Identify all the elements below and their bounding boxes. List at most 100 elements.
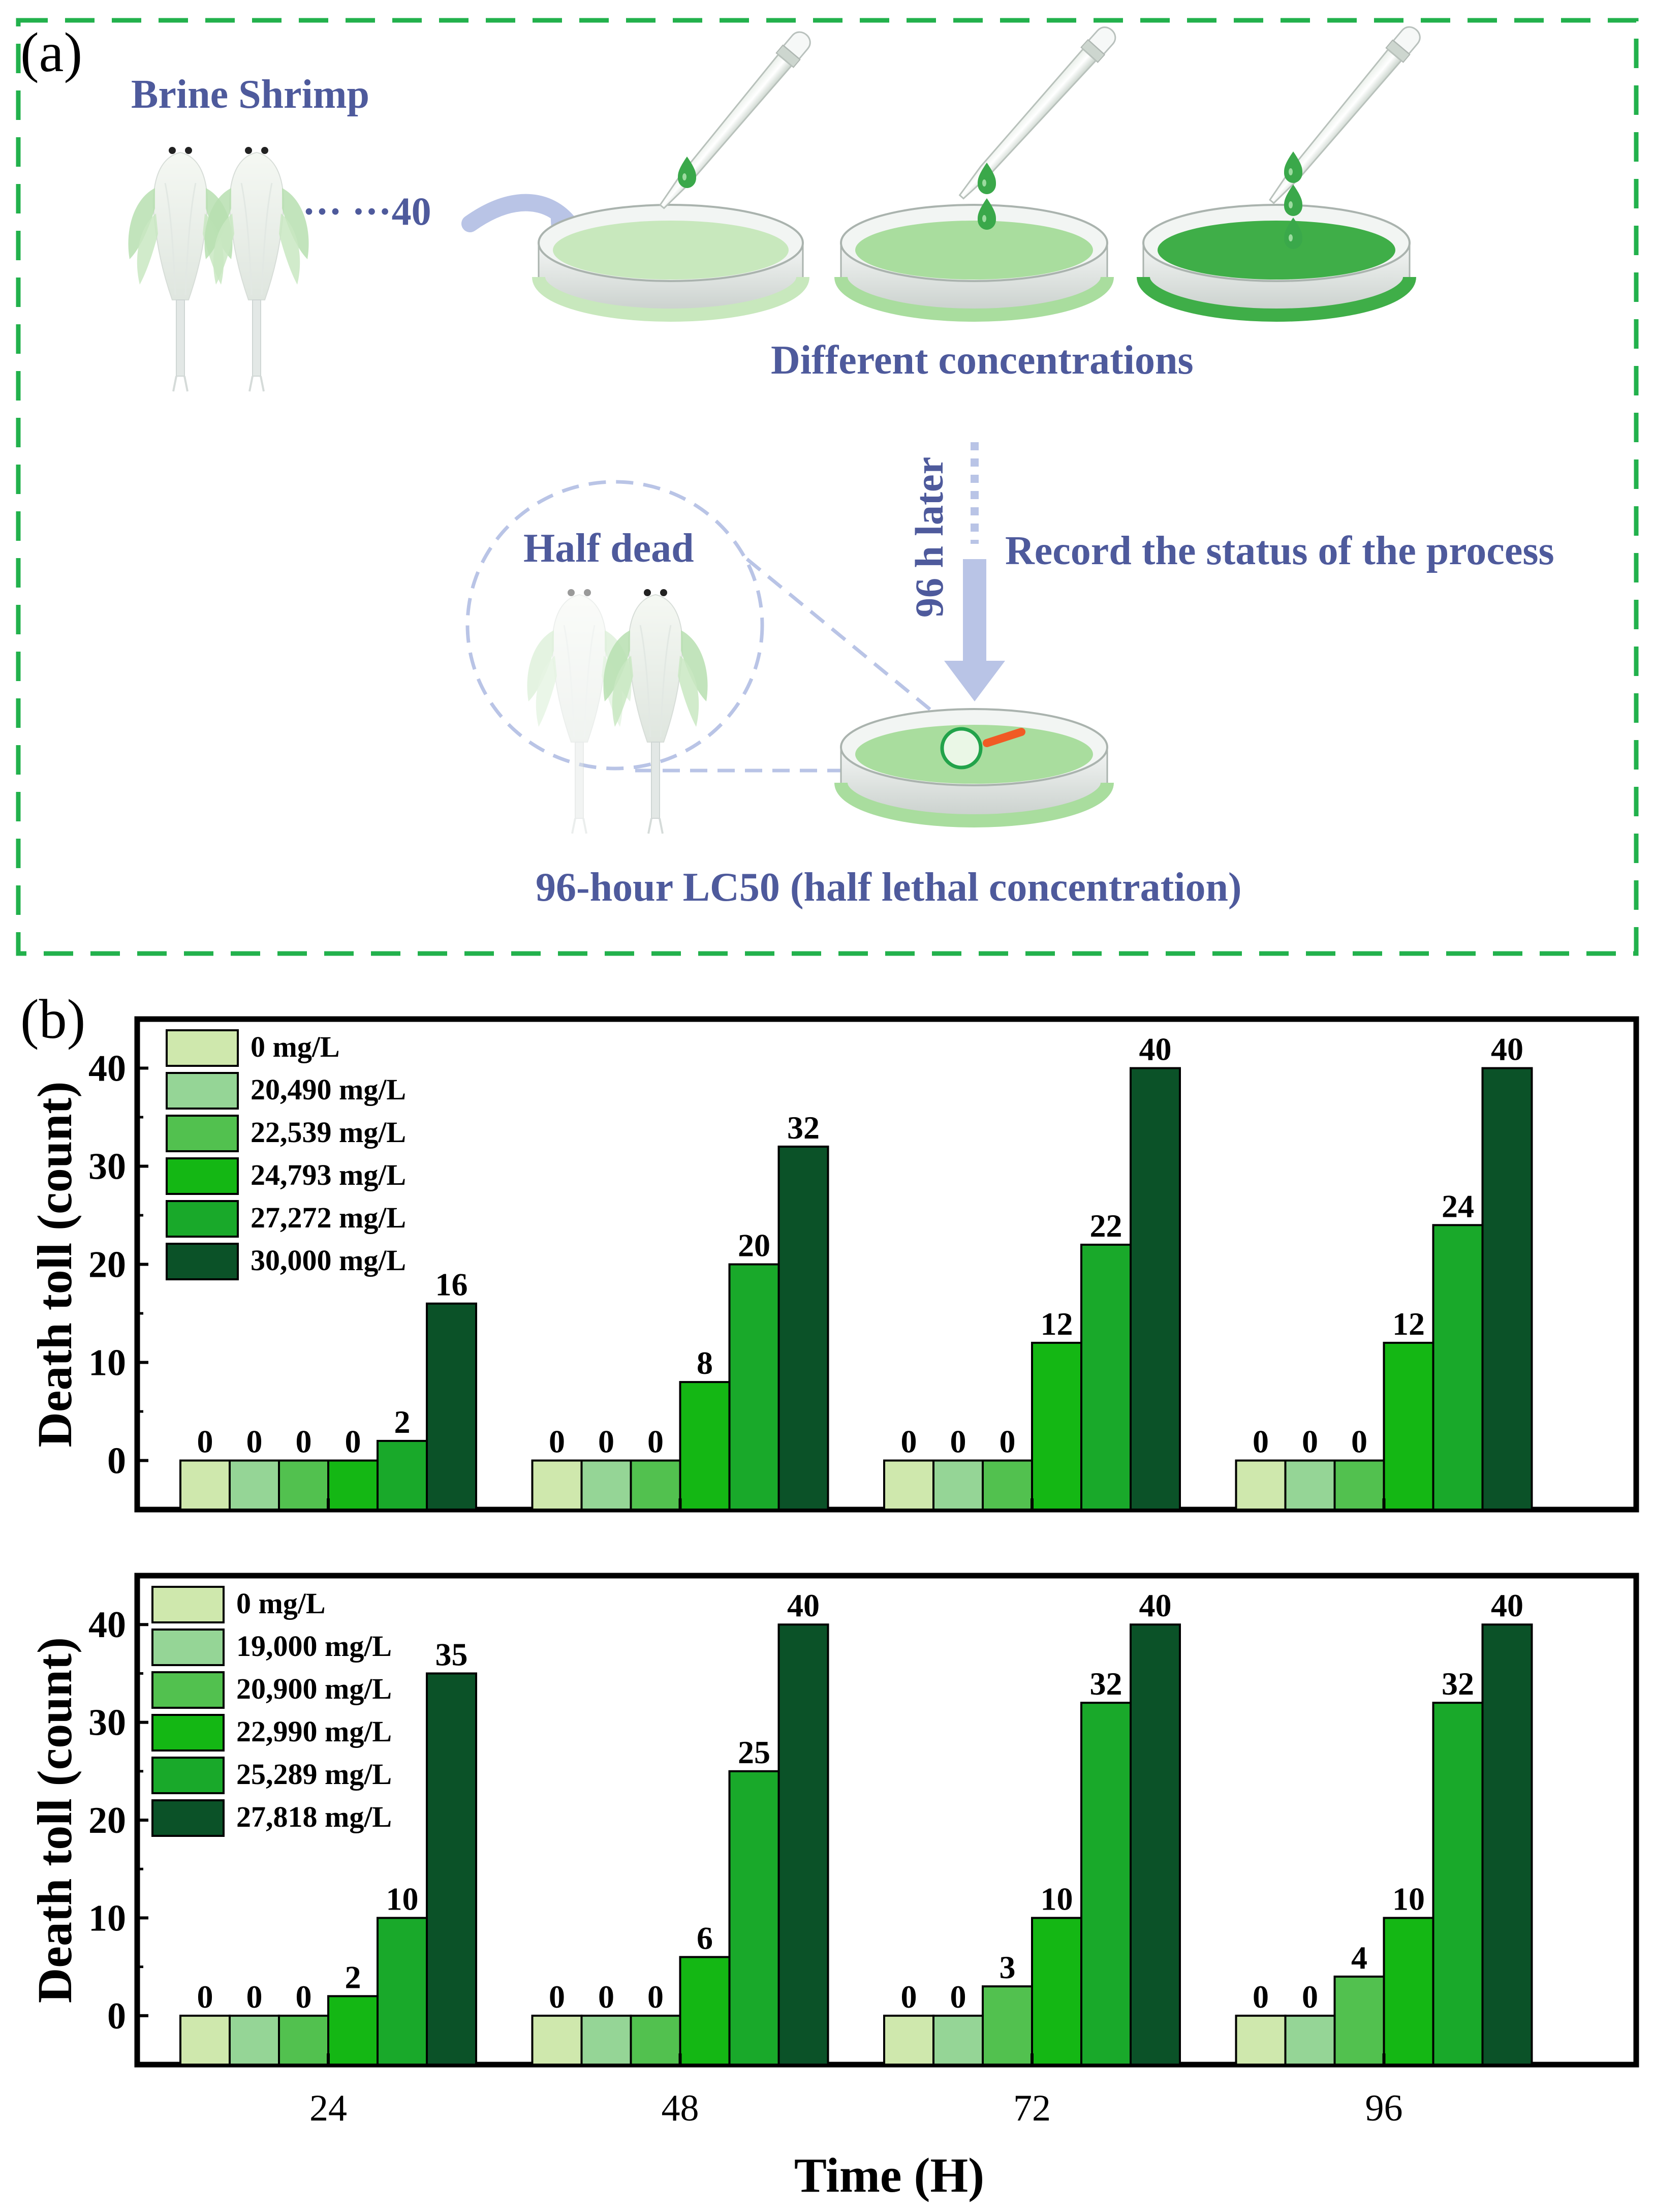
bar — [1031, 1341, 1082, 1511]
bar — [426, 1302, 477, 1511]
down-arrow-head — [944, 661, 1005, 701]
magnifier-lens — [940, 727, 983, 770]
bar-value-label: 0 — [901, 1424, 917, 1460]
legend-swatch — [166, 1072, 239, 1110]
y-tick-label: 10 — [88, 1897, 126, 1939]
bar — [278, 2014, 329, 2066]
petri-dish-2 — [834, 204, 1114, 322]
bar — [1333, 1459, 1385, 1511]
zoom-line-upper — [745, 558, 947, 723]
bar-value-label: 40 — [1139, 1587, 1172, 1623]
bar-value-label: 8 — [697, 1345, 713, 1381]
legend-swatch — [166, 1115, 239, 1152]
bar — [1130, 1623, 1181, 2066]
bar-value-label: 0 — [246, 1979, 263, 2015]
bar-value-label: 0 — [1253, 1424, 1269, 1460]
y-tick-label: 20 — [88, 1800, 126, 1841]
legend-swatch — [151, 1714, 225, 1752]
bar-value-label: 2 — [394, 1404, 411, 1440]
legend-label: 20,490 mg/L — [251, 1073, 406, 1106]
bar-value-label: 3 — [1000, 1949, 1016, 1985]
bar — [1481, 1067, 1533, 1511]
bar-value-label: 0 — [598, 1979, 614, 2015]
panel-a-dashed-frame — [16, 18, 1639, 956]
down-arrow-shaft — [963, 559, 986, 661]
bar — [580, 1459, 632, 1511]
bar — [377, 1917, 428, 2066]
petri-dish-3 — [1137, 204, 1416, 322]
legend-swatch — [151, 1671, 225, 1709]
bar — [630, 1459, 681, 1511]
time-later-label: 96 h later — [907, 457, 951, 618]
legend-swatch — [151, 1757, 225, 1794]
bar — [531, 2014, 583, 2066]
bar-value-label: 40 — [1491, 1587, 1523, 1623]
half-dead-label: Half dead — [523, 526, 694, 571]
bar — [531, 1459, 583, 1511]
bar — [179, 1459, 231, 1511]
legend-label: 27,272 mg/L — [251, 1201, 406, 1234]
legend-label: 25,289 mg/L — [236, 1758, 392, 1791]
x-tick-label: 72 — [1013, 2087, 1051, 2129]
bar-value-label: 12 — [1392, 1306, 1425, 1342]
panel-a-letter: (a) — [20, 21, 82, 83]
bar-value-label: 0 — [950, 1424, 966, 1460]
magnifier-handle — [983, 728, 1025, 747]
bar — [1235, 1459, 1287, 1511]
bar-value-label: 22 — [1090, 1208, 1122, 1244]
x-axis-title: Time (H) — [794, 2148, 984, 2202]
y-tick-label: 0 — [107, 1995, 126, 2037]
y-tick-label: 10 — [88, 1342, 126, 1384]
bar — [1284, 2014, 1336, 2066]
bar-value-label: 16 — [435, 1267, 468, 1303]
bar-value-label: 0 — [1253, 1979, 1269, 2015]
bar-value-label: 0 — [549, 1424, 565, 1460]
x-tick-label: 48 — [662, 2087, 699, 2129]
legend-label: 0 mg/L — [236, 1587, 326, 1620]
y-tick-label: 0 — [107, 1440, 126, 1482]
pipette-3 — [1262, 21, 1426, 210]
bar — [229, 1459, 280, 1511]
bar-value-label: 0 — [345, 1424, 361, 1460]
bar — [1432, 1224, 1484, 1511]
magnifier-circle — [465, 480, 764, 771]
bar — [1080, 1702, 1132, 2066]
bar — [278, 1459, 329, 1511]
bar — [883, 1459, 934, 1511]
bar — [1383, 1917, 1434, 2066]
legend-swatch — [151, 1629, 225, 1666]
shrimp-2 — [203, 146, 310, 392]
different-concentrations-label: Different concentrations — [771, 338, 1194, 383]
x-tick-label: 96 — [1365, 2087, 1403, 2129]
panel-b-letter: (b) — [20, 988, 85, 1050]
y-axis-title: Death toll (count) — [27, 1637, 82, 2003]
panel-a: (a) Brine Shrimp ··· ···40 — [16, 18, 1639, 956]
bar-value-label: 10 — [386, 1881, 419, 1917]
bar-value-label: 0 — [1351, 1424, 1367, 1460]
bar-value-label: 0 — [647, 1979, 664, 2015]
bar — [229, 2014, 280, 2066]
bar — [982, 1985, 1033, 2066]
legend-swatch — [166, 1243, 239, 1280]
legend-swatch — [151, 1586, 225, 1623]
legend-label: 22,539 mg/L — [251, 1116, 406, 1149]
bar-value-label: 6 — [697, 1920, 713, 1956]
legend-label: 19,000 mg/L — [236, 1630, 392, 1663]
bar-value-label: 0 — [197, 1979, 213, 2015]
bar-value-label: 32 — [1090, 1666, 1122, 1702]
pipette-2 — [952, 21, 1121, 205]
bar — [1284, 1459, 1336, 1511]
bar — [679, 1381, 731, 1511]
y-tick-label: 30 — [88, 1146, 126, 1188]
bar-value-label: 40 — [787, 1587, 820, 1623]
bar — [1080, 1243, 1132, 1511]
bar — [327, 1459, 379, 1511]
bar — [1130, 1067, 1181, 1511]
bar-value-label: 0 — [296, 1424, 312, 1460]
bar — [932, 2014, 984, 2066]
bar — [377, 1439, 428, 1511]
bar — [728, 1263, 780, 1511]
bar-value-label: 12 — [1041, 1306, 1073, 1342]
